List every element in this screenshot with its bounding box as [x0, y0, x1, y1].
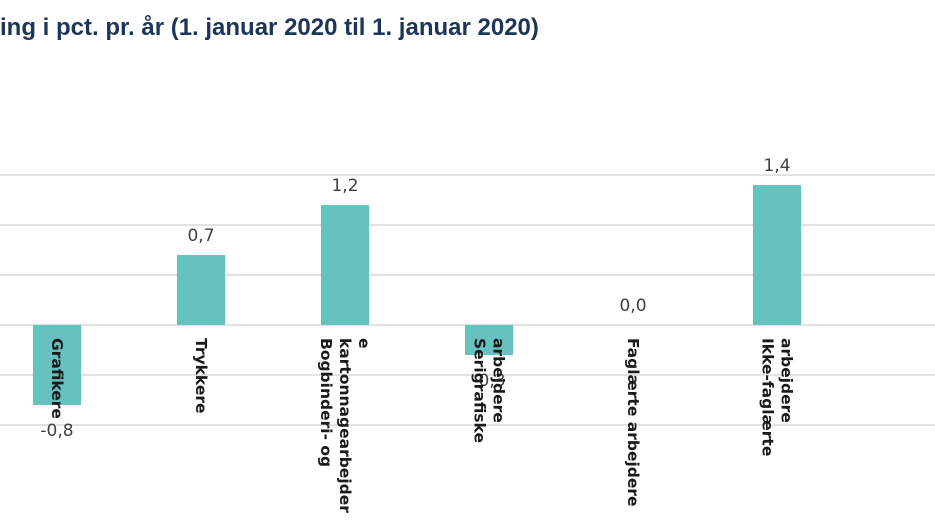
- category-label-line: Serigrafiske: [471, 338, 489, 443]
- data-label: 0,7: [187, 226, 214, 246]
- category-label-line: arbejdere: [778, 338, 796, 423]
- category-label: Bogbinderi- og kartonnagearbejder e: [317, 338, 373, 513]
- category-label-line: Trykkere: [192, 338, 210, 414]
- bar: [177, 255, 225, 325]
- category-label: Trykkere: [192, 338, 210, 414]
- bar: [753, 185, 801, 325]
- data-label: -0,3: [472, 371, 505, 391]
- data-label: 0,0: [619, 296, 646, 316]
- bar: [33, 325, 81, 405]
- chart-title: ing i pct. pr. år (1. januar 2020 til 1.…: [0, 14, 539, 41]
- bars: [33, 185, 801, 405]
- data-label: -0,8: [40, 421, 73, 441]
- category-label: Grafikere: [48, 338, 66, 419]
- category-label: Serigrafiske arbejdere: [471, 338, 508, 443]
- bar: [465, 325, 513, 355]
- bar: [321, 205, 369, 325]
- category-label-line: Faglærte arbejdere: [624, 338, 642, 507]
- category-label: Ikke-faglærte arbejdere: [759, 338, 796, 456]
- category-label: Faglærte arbejdere: [624, 338, 642, 507]
- data-labels: -0,8 0,7 1,2 -0,3 0,0 1,4: [40, 156, 790, 441]
- category-label-line: Grafikere: [48, 338, 66, 419]
- category-label-line: e: [355, 338, 373, 349]
- category-label-line: Bogbinderi- og: [317, 338, 335, 467]
- category-label-line: arbejdere: [490, 338, 508, 423]
- category-labels: Grafikere Trykkere Bogbinderi- og kartonnag…: [48, 338, 796, 513]
- category-label-line: Ikke-faglærte: [759, 338, 777, 456]
- category-label-line: kartonnagearbejder: [336, 338, 354, 513]
- data-label: 1,2: [331, 176, 358, 196]
- data-label: 1,4: [763, 156, 790, 176]
